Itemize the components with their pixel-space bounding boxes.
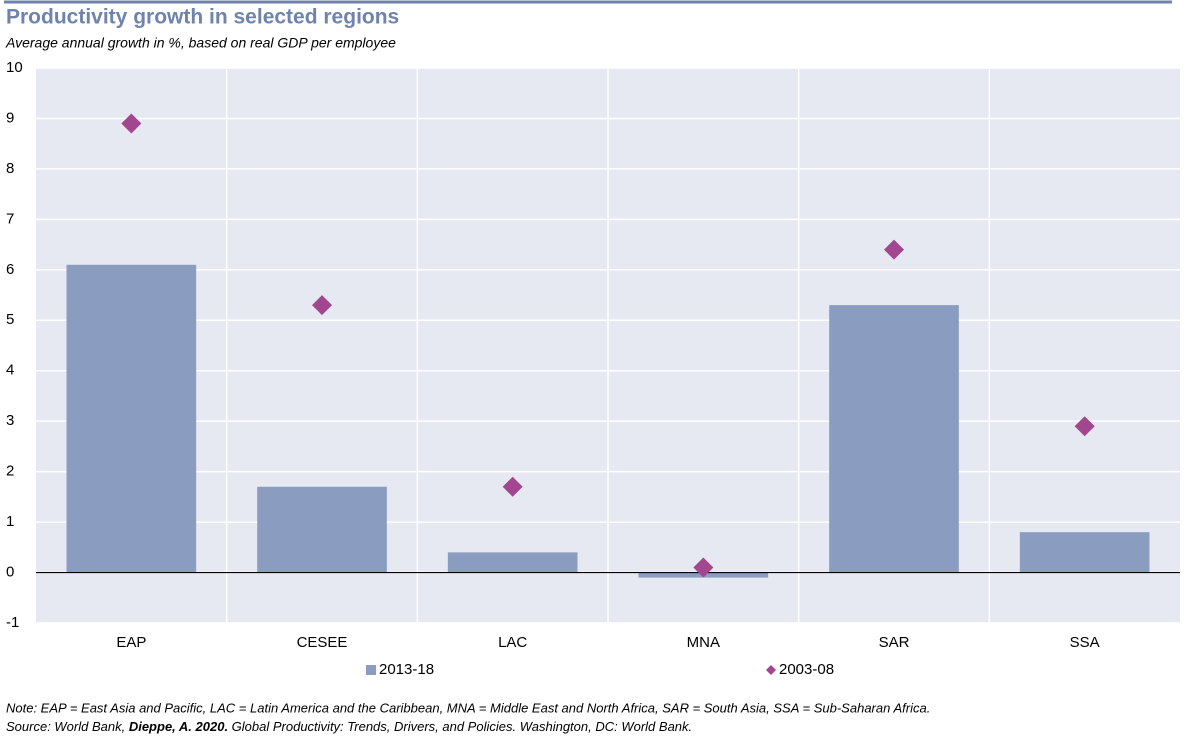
y-tick-label: 3 bbox=[6, 412, 14, 429]
diamond-marker bbox=[502, 476, 523, 497]
x-tick-label: EAP bbox=[116, 634, 146, 651]
diamond-marker bbox=[121, 113, 142, 134]
y-tick-label: 2 bbox=[6, 463, 14, 480]
y-tick-label: 5 bbox=[6, 311, 14, 328]
y-tick-label: 9 bbox=[6, 109, 14, 126]
diamond-marker bbox=[312, 295, 332, 316]
x-tick-label: SSA bbox=[1070, 634, 1100, 651]
legend-swatch bbox=[766, 665, 776, 675]
y-tick-label: 0 bbox=[6, 564, 14, 581]
note: Note: EAP = East Asia and Pacific, LAC =… bbox=[6, 700, 930, 715]
y-tick-label: 6 bbox=[6, 261, 14, 278]
x-tick-label: LAC bbox=[498, 634, 527, 651]
diamond-marker bbox=[1074, 416, 1095, 437]
bar bbox=[257, 486, 387, 573]
bar bbox=[66, 264, 197, 573]
source: Source: World Bank, Dieppe, A. 2020. Glo… bbox=[6, 719, 692, 734]
y-tick-label: 4 bbox=[6, 362, 14, 379]
y-tick-label: 10 bbox=[6, 59, 23, 76]
y-tick-label: -1 bbox=[6, 614, 19, 631]
source-part: Source: World Bank, bbox=[6, 719, 129, 734]
diamond-marker bbox=[693, 557, 714, 578]
legend-swatch bbox=[366, 665, 376, 675]
y-tick-label: 8 bbox=[6, 160, 14, 177]
y-tick-label: 1 bbox=[6, 513, 14, 530]
x-tick-label: CESEE bbox=[297, 634, 348, 651]
legend-label: 2013-18 bbox=[379, 661, 434, 678]
source-author: Dieppe, A. 2020. bbox=[129, 719, 228, 734]
bar bbox=[447, 552, 578, 573]
y-tick-label: 7 bbox=[6, 210, 14, 227]
chart-subtitle: Average annual growth in %, based on rea… bbox=[5, 35, 396, 51]
bar bbox=[829, 305, 959, 573]
legend-label: 2003-08 bbox=[779, 661, 834, 678]
source-part: Global Productivity: Trends, Drivers, an… bbox=[228, 719, 692, 734]
x-tick-label: SAR bbox=[879, 634, 910, 651]
bar bbox=[1019, 532, 1150, 573]
diamond-marker bbox=[884, 239, 904, 260]
chart-title: Productivity growth in selected regions bbox=[6, 6, 399, 29]
x-tick-label: MNA bbox=[687, 634, 720, 651]
